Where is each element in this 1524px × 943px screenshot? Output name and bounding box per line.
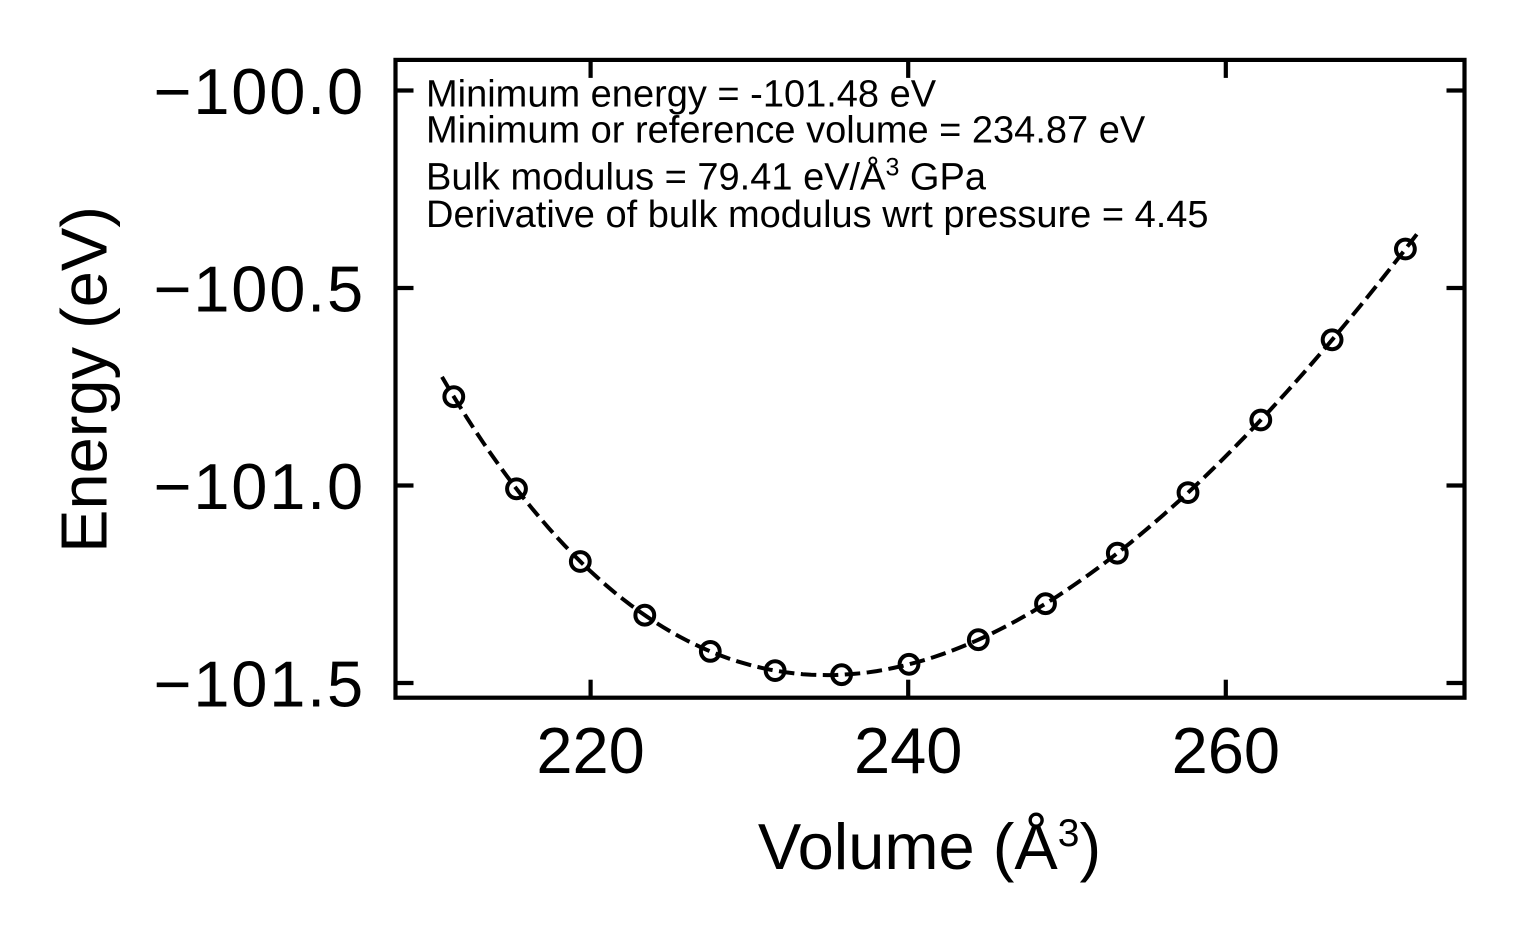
svg-text:Minimum energy = -101.48 eV: Minimum energy = -101.48 eV [426,74,937,116]
svg-text:−100.0: −100.0 [154,55,365,128]
svg-text:Derivative of bulk modulus wrt: Derivative of bulk modulus wrt pressure … [426,194,1209,236]
svg-text:Volume (Å3): Volume (Å3) [758,810,1101,883]
svg-text:−101.5: −101.5 [154,648,365,721]
svg-text:−100.5: −100.5 [154,253,365,326]
svg-text:Bulk modulus = 79.41 eV/Å3 GPa: Bulk modulus = 79.41 eV/Å3 GPa [426,153,987,198]
svg-text:260: 260 [1172,714,1280,787]
svg-text:Minimum or reference volume =: Minimum or reference volume = 234.87 eV [426,110,1146,152]
svg-text:Energy (eV): Energy (eV) [48,206,121,553]
svg-text:220: 220 [536,714,644,787]
svg-text:−101.0: −101.0 [154,450,365,523]
svg-text:240: 240 [854,714,962,787]
